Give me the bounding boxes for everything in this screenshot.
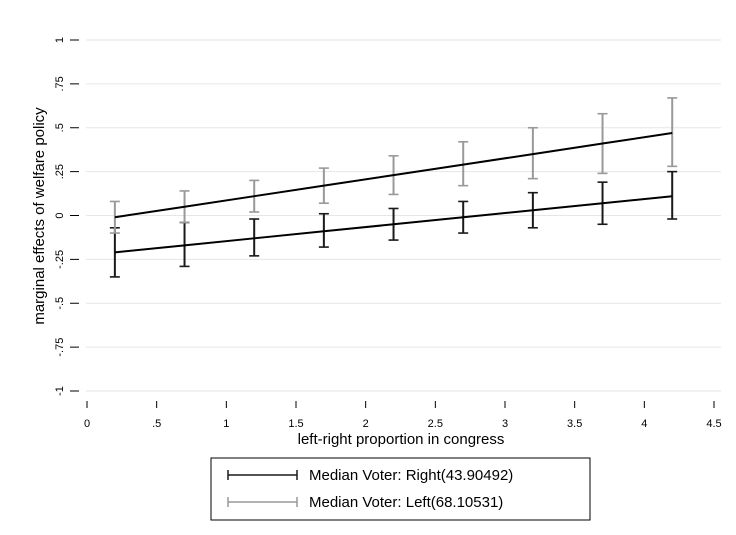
x-tick-label-1: .5 [152, 418, 161, 430]
x-tick-label-5: 2.5 [428, 418, 443, 430]
x-tick-label-2: 1 [223, 418, 229, 430]
legend-item-0: Median Voter: Right(43.90492) [227, 467, 513, 484]
series-1-errorbar-8 [667, 97, 678, 168]
axes: -1 -.75 -.5 -.25 0 .25 .5 .75 1 0 .5 1 1.5 2 2.5 3 3.5 4 4… [54, 37, 722, 430]
x-tick-label-0: 0 [84, 418, 90, 430]
legend-item-1: Median Voter: Left(68.10531) [227, 494, 503, 511]
y-axis-title: marginal effects of welfare policy [31, 107, 48, 325]
series-layer [109, 97, 678, 278]
y-tick-label-0: -1 [54, 386, 66, 396]
series-0-line [114, 195, 673, 254]
legend-box [210, 457, 591, 521]
series-0-errorbar-8 [667, 170, 678, 220]
x-tick-label-8: 4 [641, 418, 647, 430]
axis-labels: left-right proportion in congress margin… [31, 107, 504, 448]
x-tick-label-3: 1.5 [288, 418, 303, 430]
plot-background [86, 10, 721, 395]
y-tick-label-2: -.5 [54, 297, 66, 310]
x-tick-label-9: 4.5 [706, 418, 721, 430]
legend-label: Median Voter: Left(68.10531) [309, 494, 503, 511]
y-tick-label-8: 1 [54, 37, 66, 43]
y-tick-label-1: -.75 [54, 338, 66, 357]
y-tick-label-5: .25 [54, 164, 66, 179]
legend-items: Median Voter: Right(43.90492) Median Vote… [227, 467, 513, 511]
legend-label: Median Voter: Right(43.90492) [309, 467, 513, 484]
y-tick-label-7: .75 [54, 76, 66, 91]
grid-lines [86, 39, 721, 392]
y-tick-label-3: -.25 [54, 250, 66, 269]
x-tick-label-4: 2 [363, 418, 369, 430]
series-1-line [114, 132, 673, 219]
y-tick-label-4: 0 [54, 212, 66, 218]
x-tick-label-6: 3 [502, 418, 508, 430]
legend: Median Voter: Right(43.90492) Median Vote… [210, 457, 591, 521]
y-tick-label-6: .5 [54, 123, 66, 132]
x-axis-title: left-right proportion in congress [298, 431, 505, 448]
x-tick-label-7: 3.5 [567, 418, 582, 430]
